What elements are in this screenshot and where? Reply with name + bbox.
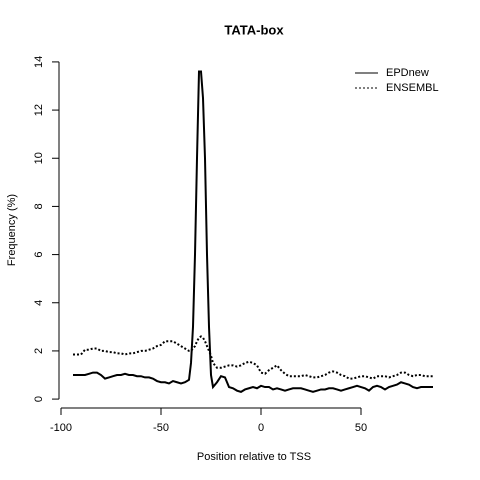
y-tick-label: 14 — [33, 56, 45, 68]
chart-title: TATA-box — [224, 22, 284, 37]
x-tick-label: -50 — [153, 422, 169, 434]
x-tick-label: 50 — [355, 422, 367, 434]
data-line — [73, 70, 433, 393]
y-tick-label: 6 — [33, 252, 45, 258]
y-tick-label: 4 — [33, 300, 45, 306]
x-tick-label: -100 — [50, 422, 72, 434]
data-line — [73, 335, 433, 380]
legend-label: ENSEMBL — [386, 82, 439, 94]
y-tick-label: 10 — [33, 152, 45, 164]
y-tick-label: 2 — [33, 348, 45, 354]
y-tick-label: 12 — [33, 104, 45, 116]
y-tick-label: 0 — [33, 396, 45, 402]
y-axis-label: Frequency (%) — [6, 194, 18, 266]
legend-label: EPDnew — [386, 67, 429, 79]
x-axis-label: Position relative to TSS — [197, 451, 311, 463]
y-tick-label: 8 — [33, 203, 45, 209]
x-tick-label: 0 — [258, 422, 264, 434]
